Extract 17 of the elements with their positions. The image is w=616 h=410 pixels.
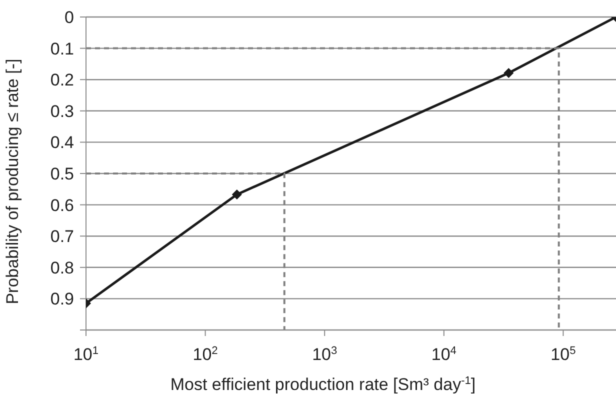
y-tick-label: 0.1 xyxy=(50,39,74,58)
y-tick-label: 0.2 xyxy=(50,70,74,90)
x-tick-label: 10$^{2}$ xyxy=(192,345,218,364)
y-tick-label: 0.5 xyxy=(50,164,74,184)
x-tick-label: 10$^{4}$ xyxy=(431,345,456,364)
x-tick-label: 10$^{1}$ xyxy=(73,345,99,364)
x-axis-title: Most efficient production rate [Sm³ day$^{-1}$] xyxy=(170,375,476,394)
y-tick-label: 0.7 xyxy=(50,227,74,246)
y-tick-label: 0.8 xyxy=(50,258,74,278)
y-tick-label: 0.6 xyxy=(50,196,74,215)
y-tick-label: 0 xyxy=(64,8,74,27)
y-axis-title: Probability of producing ≤ rate [-] xyxy=(3,58,22,304)
x-tick-label: 10$^{3}$ xyxy=(312,345,338,364)
y-tick-label: 0.4 xyxy=(50,133,74,152)
y-tick-label: 0.9 xyxy=(50,290,74,309)
y-tick-label: 0.3 xyxy=(50,102,74,121)
x-tick-label: 10$^{5}$ xyxy=(550,345,576,364)
